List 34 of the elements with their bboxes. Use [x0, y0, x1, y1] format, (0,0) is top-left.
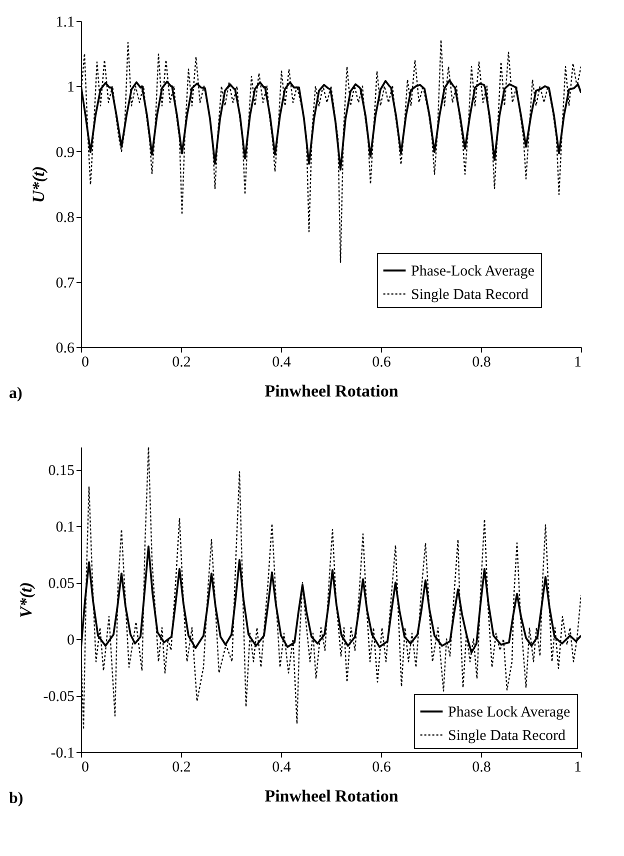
x-axis-title: Pinwheel Rotation — [264, 382, 399, 400]
y-tick-label: 0 — [67, 632, 74, 649]
y-axis-title: V*(t) — [16, 582, 36, 618]
x-tick-label: 1 — [574, 354, 582, 370]
y-tick-label: 1 — [67, 80, 74, 96]
y-tick-label: 0.6 — [56, 340, 75, 356]
x-tick-label: 0.6 — [372, 760, 392, 776]
x-tick-label: 0.8 — [472, 354, 491, 370]
y-axis-title: U*(t) — [28, 166, 48, 203]
y-tick-label: -0.05 — [43, 689, 74, 706]
y-tick-label: 0.9 — [56, 144, 74, 161]
y-tick-label: 0.7 — [56, 275, 75, 292]
legend-label: Single Data Record — [411, 287, 529, 303]
legend-label: Phase Lock Average — [448, 704, 571, 720]
y-tick-label: 0.1 — [56, 520, 74, 536]
legend-label: Single Data Record — [448, 728, 566, 744]
x-tick-label: 0.4 — [272, 354, 292, 370]
x-tick-label: 0 — [82, 760, 89, 776]
y-tick-label: -0.1 — [50, 746, 74, 762]
x-tick-label: 0.2 — [172, 354, 191, 370]
y-tick-label: 0.05 — [48, 576, 74, 592]
x-axis-title: Pinwheel Rotation — [264, 786, 399, 806]
x-tick-label: 0.4 — [272, 760, 292, 776]
x-tick-label: 0.6 — [372, 354, 392, 370]
y-tick-label: 1.1 — [56, 14, 74, 30]
x-tick-label: 0.2 — [172, 760, 191, 776]
x-tick-label: 0 — [82, 354, 89, 370]
x-tick-label: 1 — [574, 760, 582, 776]
text: a) — [9, 385, 22, 402]
legend-label: Phase-Lock Average — [411, 264, 535, 280]
text: b) — [9, 790, 24, 807]
y-tick-label: 0.8 — [56, 210, 74, 226]
y-tick-label: 0.15 — [48, 463, 74, 480]
x-tick-label: 0.8 — [472, 760, 491, 776]
